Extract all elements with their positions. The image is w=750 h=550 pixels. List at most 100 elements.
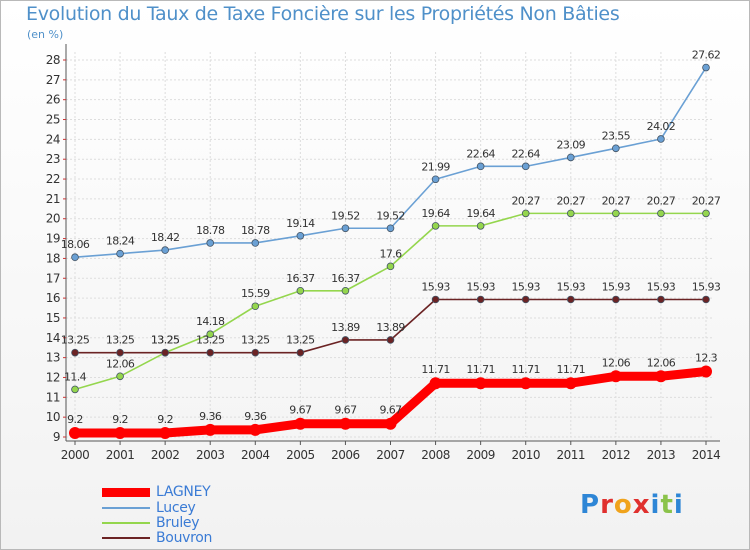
- x-tick-label: 2004: [241, 448, 270, 462]
- data-label: 23.55: [602, 129, 631, 142]
- data-label: 9.67: [289, 404, 312, 417]
- data-label: 18.24: [106, 235, 135, 248]
- data-label: 12.06: [602, 356, 631, 369]
- legend-item: Bruley: [102, 515, 200, 531]
- data-point: [702, 63, 710, 72]
- data-point: [474, 377, 487, 390]
- data-label: 13.25: [241, 334, 270, 347]
- data-label: 19.64: [466, 207, 495, 220]
- data-point: [71, 253, 79, 262]
- x-tick-label: 2002: [151, 448, 180, 462]
- data-point: [431, 295, 440, 304]
- legend-label: Bouvron: [156, 530, 213, 546]
- y-tick-label: 18: [46, 251, 60, 265]
- data-point: [519, 377, 532, 390]
- x-tick-label: 2003: [196, 448, 225, 462]
- y-tick-label: 21: [46, 192, 60, 206]
- data-point: [521, 295, 530, 304]
- data-label: 9.2: [157, 413, 173, 426]
- data-point: [206, 239, 215, 247]
- y-tick-label: 10: [46, 410, 60, 424]
- data-point: [612, 144, 620, 153]
- data-point: [294, 417, 307, 430]
- x-tick-label: 2008: [421, 448, 450, 462]
- data-label: 20.27: [647, 194, 676, 207]
- legend-swatch: [102, 522, 150, 524]
- data-label: 13.25: [106, 334, 135, 347]
- legend-swatch: [102, 537, 150, 539]
- data-point: [654, 370, 667, 383]
- data-point: [114, 427, 127, 440]
- data-label: 11.71: [557, 363, 586, 376]
- data-point: [341, 224, 350, 233]
- data-label: 21.99: [421, 160, 450, 173]
- data-point: [204, 423, 217, 436]
- data-point: [431, 222, 440, 230]
- logo-letter: t: [660, 490, 674, 520]
- legend-swatch: [102, 507, 150, 509]
- data-point: [612, 209, 620, 218]
- data-label: 27.62: [692, 49, 721, 62]
- legend-swatch: [102, 487, 150, 497]
- data-label: 9.2: [112, 413, 128, 426]
- data-label: 11.71: [421, 363, 450, 376]
- data-point: [657, 209, 665, 218]
- legend-item: Bouvron: [102, 530, 212, 546]
- y-tick-label: 14: [46, 331, 60, 345]
- data-point: [566, 209, 575, 218]
- data-point: [476, 295, 485, 304]
- data-label: 15.93: [692, 280, 721, 293]
- data-point: [251, 302, 260, 311]
- data-point: [71, 348, 79, 357]
- x-tick-label: 2009: [466, 448, 495, 462]
- data-label: 11.71: [511, 363, 540, 376]
- logo-letter: i: [673, 490, 684, 520]
- y-tick-label: 15: [46, 311, 60, 325]
- y-tick-label: 16: [46, 291, 60, 305]
- data-label: 13.25: [286, 334, 315, 347]
- data-point: [71, 385, 79, 394]
- data-label: 18.78: [241, 224, 270, 237]
- legend-label: Lucey: [156, 500, 196, 516]
- x-tick-label: 2005: [286, 448, 315, 462]
- data-label: 9.2: [67, 413, 83, 426]
- chart-unit-label: (en %): [27, 28, 64, 41]
- y-tick-label: 12: [46, 370, 60, 384]
- data-label: 19.14: [286, 217, 315, 230]
- x-tick-label: 2010: [511, 448, 540, 462]
- x-tick-label: 2014: [692, 448, 721, 462]
- y-tick-label: 11: [46, 390, 60, 404]
- data-point: [476, 162, 485, 171]
- x-tick-label: 2012: [602, 448, 631, 462]
- y-tick-label: 13: [46, 351, 60, 365]
- data-label: 19.52: [331, 209, 360, 222]
- data-point: [564, 377, 577, 390]
- data-point: [296, 348, 305, 357]
- data-point: [296, 232, 305, 240]
- data-point: [700, 365, 712, 378]
- data-label: 17.6: [379, 247, 402, 260]
- data-point: [159, 427, 172, 440]
- data-point: [206, 348, 215, 357]
- data-point: [521, 209, 530, 218]
- data-point: [116, 348, 124, 357]
- data-point: [341, 286, 350, 295]
- data-label: 15.93: [511, 280, 540, 293]
- data-point: [566, 295, 575, 304]
- data-point: [702, 295, 710, 304]
- data-point: [476, 222, 485, 230]
- chart-title: Evolution du Taux de Taxe Foncière sur l…: [26, 3, 620, 25]
- data-label: 15.93: [647, 280, 676, 293]
- data-label: 13.89: [331, 321, 360, 334]
- data-label: 15.93: [602, 280, 631, 293]
- data-point: [161, 246, 169, 254]
- logo-letter: x: [632, 490, 651, 520]
- y-tick-label: 9: [53, 430, 60, 444]
- data-point: [386, 224, 395, 233]
- logo-letter: r: [600, 490, 614, 520]
- y-tick-label: 26: [46, 93, 60, 107]
- data-label: 13.89: [376, 321, 405, 334]
- logo-letter: P: [580, 490, 601, 520]
- data-label: 18.42: [151, 231, 180, 244]
